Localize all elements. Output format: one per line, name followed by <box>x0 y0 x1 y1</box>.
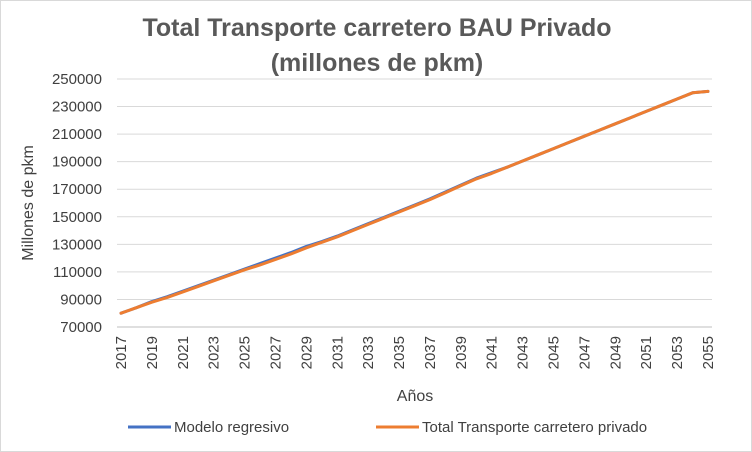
y-tick-label: 210000 <box>52 126 102 143</box>
x-tick-label: 2017 <box>113 336 130 369</box>
legend-label-modelo-regresivo: Modelo regresivo <box>174 419 289 436</box>
x-tick-label: 2027 <box>267 336 284 369</box>
x-tick-label: 2031 <box>329 336 346 369</box>
gridlines <box>117 78 712 300</box>
x-tick-label: 2041 <box>484 336 501 369</box>
x-axis-tick-labels: 2017 2019 2021 2023 2025 2027 2029 2031 2033 2035… <box>113 336 717 369</box>
x-tick-label: 2047 <box>576 336 593 369</box>
series-line-modelo-regresivo <box>119 89 710 315</box>
y-tick-label: 90000 <box>60 291 102 308</box>
y-tick-label: 70000 <box>60 319 102 336</box>
x-tick-label: 2051 <box>638 336 655 369</box>
series-lines <box>119 89 710 315</box>
x-tick-label: 2023 <box>206 336 223 369</box>
series-line-total-transporte-carretero-privado <box>119 89 710 315</box>
x-tick-label: 2021 <box>175 336 192 369</box>
x-tick-label: 2029 <box>298 336 315 369</box>
y-tick-label: 170000 <box>52 181 102 198</box>
y-tick-label: 230000 <box>52 99 102 116</box>
y-axis-tick-labels: 70000 90000 110000 130000 150000 170000 190000… <box>52 71 102 336</box>
legend-label-total-transporte-carretero-privado: Total Transporte carretero privado <box>422 419 647 436</box>
x-tick-label: 2043 <box>515 336 532 369</box>
x-tick-label: 2039 <box>453 336 470 369</box>
x-tick-label: 2055 <box>700 336 717 369</box>
x-tick-label: 2037 <box>422 336 439 369</box>
y-tick-label: 130000 <box>52 236 102 253</box>
x-tick-label: 2049 <box>607 336 624 369</box>
chart-title-line-1: Total Transporte carretero BAU Privado <box>142 14 611 42</box>
x-axis-title: Años <box>397 388 433 405</box>
x-tick-label: 2033 <box>360 336 377 369</box>
legend: Modelo regresivo Total Transporte carret… <box>128 419 647 436</box>
x-tick-label: 2025 <box>237 336 254 369</box>
y-axis-title: Millones de pkm <box>20 145 37 261</box>
y-tick-label: 190000 <box>52 154 102 171</box>
x-tick-label: 2053 <box>669 336 686 369</box>
chart-title-line-2: (millones de pkm) <box>271 49 484 77</box>
x-tick-label: 2019 <box>144 336 161 369</box>
x-tick-label: 2045 <box>546 336 563 369</box>
y-tick-label: 250000 <box>52 71 102 88</box>
y-tick-label: 110000 <box>53 264 102 281</box>
x-tick-label: 2035 <box>391 336 408 369</box>
y-tick-label: 150000 <box>52 209 102 226</box>
